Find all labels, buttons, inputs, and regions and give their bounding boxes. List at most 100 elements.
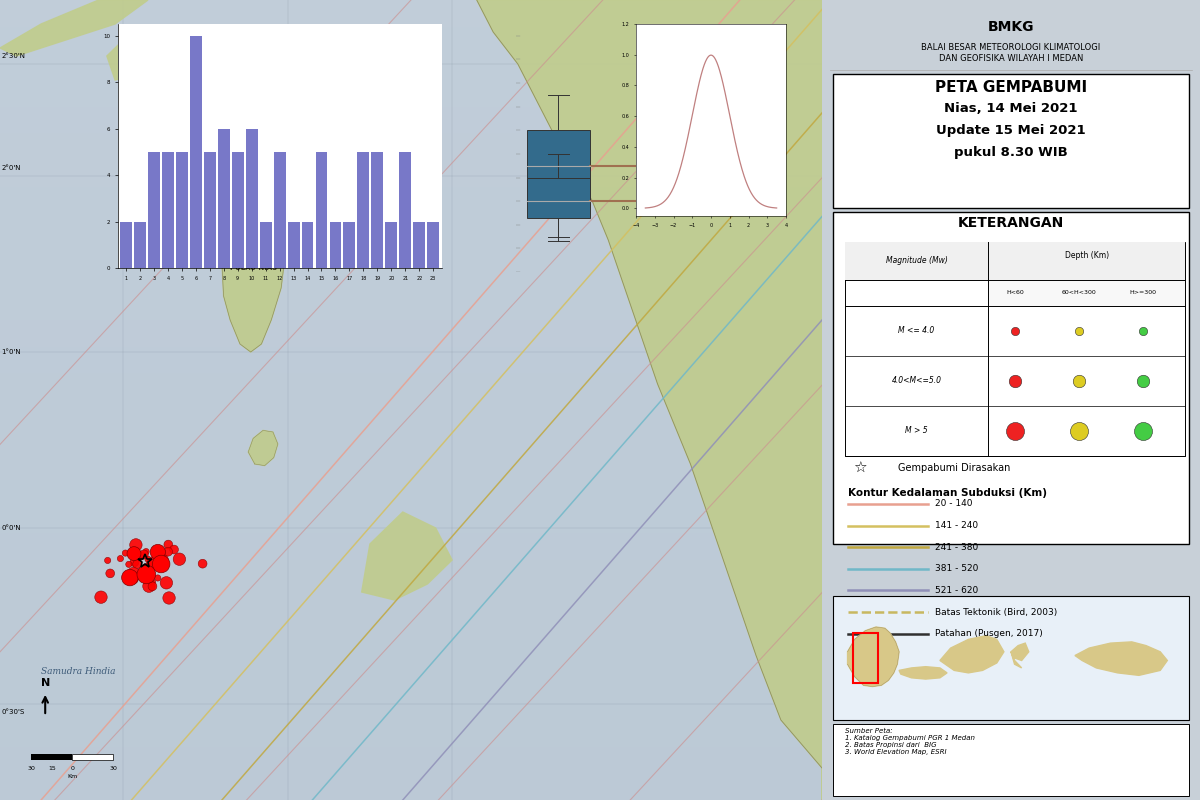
Bar — [0, 294, 822, 320]
Bar — [0, 720, 822, 746]
Bar — [0, 694, 822, 720]
Text: Sumber Peta:
1. Katalog Gempabumi PGR 1 Medan
2. Batas Propinsi dari  BIG
3. Wor: Sumber Peta: 1. Katalog Gempabumi PGR 1 … — [845, 728, 974, 755]
Point — [125, 556, 144, 569]
Text: Patahan (Pusgen, 2017): Patahan (Pusgen, 2017) — [936, 629, 1043, 638]
Polygon shape — [476, 0, 822, 800]
Bar — [527, 178, 589, 218]
Polygon shape — [940, 636, 1004, 673]
Text: Nias
Basin: Nias Basin — [368, 246, 388, 258]
Text: 241 - 380: 241 - 380 — [936, 542, 979, 552]
Bar — [0, 506, 822, 534]
Text: BALAI BESAR METEOROLOGI KLIMATOLOGI
DAN GEOFISIKA WILAYAH I MEDAN: BALAI BESAR METEOROLOGI KLIMATOLOGI DAN … — [922, 43, 1100, 62]
Point — [169, 553, 188, 566]
Point — [125, 547, 144, 560]
Point — [193, 558, 212, 570]
Point — [119, 558, 138, 570]
Text: 521 - 620: 521 - 620 — [936, 586, 979, 595]
Text: Update 15 Mei 2021: Update 15 Mei 2021 — [936, 124, 1086, 137]
Bar — [134, 222, 146, 268]
Bar — [853, 634, 877, 682]
Point — [115, 546, 134, 559]
Text: Depth (Km): Depth (Km) — [1064, 250, 1109, 259]
Bar — [0, 454, 822, 480]
Polygon shape — [899, 666, 947, 679]
Text: 2°30'N: 2°30'N — [1, 53, 25, 59]
Point — [158, 538, 178, 551]
Bar — [0, 80, 822, 106]
Bar — [833, 74, 1189, 208]
Text: ☆: ☆ — [853, 461, 866, 475]
Bar — [0, 374, 822, 400]
Point — [119, 575, 138, 588]
Bar — [0, 400, 822, 426]
Text: M > 5: M > 5 — [905, 426, 928, 435]
Bar — [204, 152, 216, 268]
Text: 20 - 140: 20 - 140 — [936, 499, 973, 509]
Text: Samudra Hindia: Samudra Hindia — [41, 667, 115, 677]
Bar — [0, 266, 822, 294]
Point — [139, 580, 158, 593]
Polygon shape — [0, 0, 148, 56]
Polygon shape — [294, 122, 312, 144]
Polygon shape — [107, 40, 164, 80]
Text: 30: 30 — [109, 766, 118, 771]
Point — [131, 550, 150, 562]
Bar — [833, 596, 1189, 720]
Text: 15: 15 — [48, 766, 55, 771]
Point — [160, 591, 179, 604]
Text: pukul 8.30 WIB: pukul 8.30 WIB — [954, 146, 1068, 159]
Bar — [0, 106, 822, 134]
Text: PULAU NIAS: PULAU NIAS — [229, 265, 277, 271]
Text: 381 - 520: 381 - 520 — [936, 564, 979, 574]
Point — [164, 543, 184, 556]
Bar — [0, 346, 822, 374]
Bar — [0, 134, 822, 160]
Bar — [427, 222, 439, 268]
Bar — [413, 222, 425, 268]
Text: 0: 0 — [71, 766, 74, 771]
Bar — [0, 640, 822, 666]
Point — [120, 571, 139, 584]
Bar — [0, 480, 822, 506]
Point — [143, 576, 162, 589]
Bar — [162, 152, 174, 268]
Bar — [0, 54, 822, 80]
Bar — [372, 152, 383, 268]
Bar — [0, 160, 822, 186]
Text: 1°0'N: 1°0'N — [1, 349, 22, 355]
Point — [143, 580, 162, 593]
Point — [127, 558, 146, 570]
Bar — [176, 152, 187, 268]
Text: H>=300: H>=300 — [1130, 290, 1157, 295]
Polygon shape — [1010, 643, 1028, 668]
Text: Magnitude (Mw): Magnitude (Mw) — [886, 256, 948, 266]
Bar — [274, 152, 286, 268]
Bar — [232, 152, 244, 268]
Bar — [246, 129, 258, 268]
Bar — [288, 222, 300, 268]
Point — [148, 571, 167, 584]
Text: PETA GEMPABUMI: PETA GEMPABUMI — [935, 80, 1087, 95]
Point — [125, 573, 144, 586]
Bar — [833, 212, 1189, 544]
Text: Km: Km — [67, 774, 78, 779]
Text: 4.0<M<=5.0: 4.0<M<=5.0 — [892, 376, 942, 386]
Point — [152, 554, 172, 566]
Bar — [0, 586, 822, 614]
Point — [124, 567, 143, 580]
Point — [137, 568, 156, 581]
Point — [157, 577, 176, 590]
Point — [98, 554, 118, 567]
Bar — [527, 130, 589, 201]
Polygon shape — [248, 430, 278, 466]
Point — [91, 590, 110, 603]
Bar — [72, 754, 114, 760]
Point — [151, 558, 170, 570]
Text: M <= 4.0: M <= 4.0 — [899, 326, 935, 335]
Polygon shape — [1075, 642, 1168, 675]
Bar — [358, 152, 370, 268]
Bar — [400, 152, 412, 268]
Text: Nias, 14 Mei 2021: Nias, 14 Mei 2021 — [944, 102, 1078, 115]
Bar — [0, 320, 822, 346]
Text: Gempabumi Dirasakan: Gempabumi Dirasakan — [898, 463, 1010, 473]
